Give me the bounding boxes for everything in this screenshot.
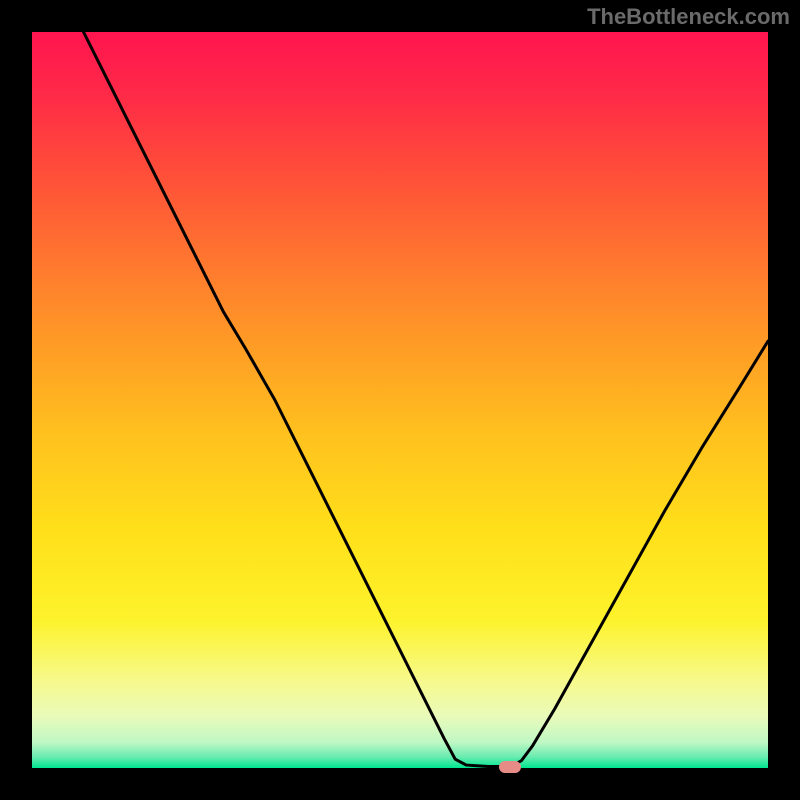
optimum-marker <box>499 761 521 773</box>
plot-area <box>32 32 768 768</box>
gradient-background <box>32 32 768 768</box>
watermark-text: TheBottleneck.com <box>587 4 790 30</box>
chart-container: TheBottleneck.com <box>0 0 800 800</box>
